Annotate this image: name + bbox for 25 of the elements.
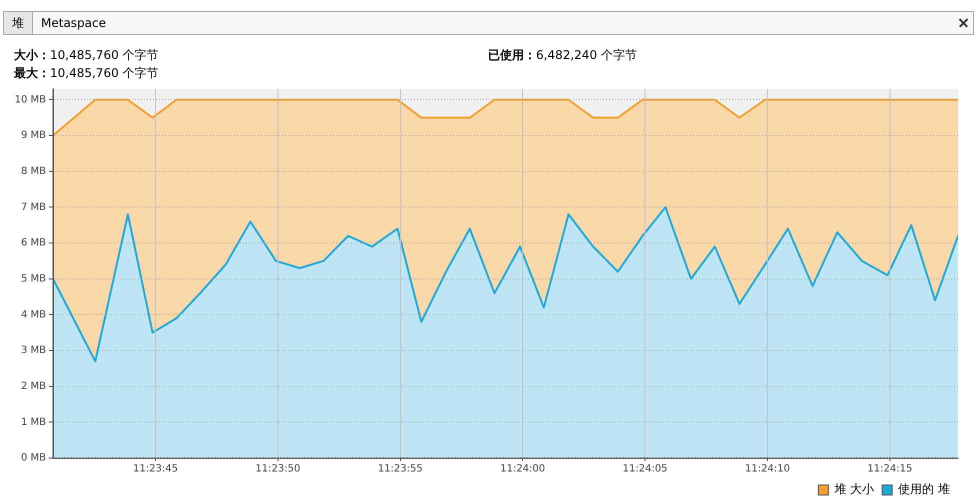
text: 最大：10,485,760 个字节 [14,65,159,81]
y-tick-label: 9 MB [20,130,46,142]
legend-label: 堆 大小 [833,482,874,496]
y-tick-label: 6 MB [20,238,46,249]
legend-label: 使用的 堆 [898,482,950,496]
chart-title: 堆 [3,11,33,35]
y-tick-label: 1 MB [20,416,46,428]
y-tick-label: 0 MB [20,452,46,464]
y-tick-label: 8 MB [20,166,46,177]
x-tick-label: 11:24:10 [745,464,790,475]
y-tick-label: 10 MB [14,94,46,106]
x-tick-label: 11:24:15 [867,464,912,475]
text: 大小：10,485,760 个字节 [14,47,159,63]
y-tick-label: 3 MB [20,345,46,356]
x-tick-label: 11:23:45 [133,464,178,475]
y-tick-label: 7 MB [20,202,46,213]
text: 已使用：6,482,240 个字节 [488,47,637,63]
x-tick-label: 11:23:55 [378,464,423,475]
x-tick-label: 11:23:50 [255,464,300,475]
y-tick-label: 4 MB [20,309,46,320]
y-tick-label: 2 MB [20,380,46,392]
text: Metaspace [41,15,106,32]
x-tick-label: 11:24:05 [622,464,668,475]
y-tick-label: 5 MB [20,273,46,284]
x-tick-label: 11:24:00 [500,464,546,475]
